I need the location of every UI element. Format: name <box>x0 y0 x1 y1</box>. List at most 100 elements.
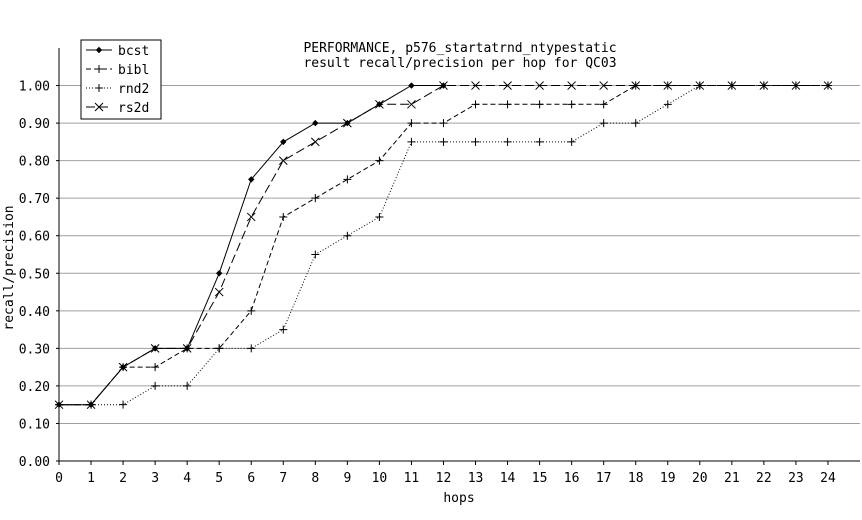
legend-box <box>80 39 162 120</box>
legend-label-bcst: bcst <box>118 44 149 59</box>
legend-marker-bibl <box>95 65 103 73</box>
data-point-rs2d <box>375 99 384 109</box>
legend-label-rs2d: rs2d <box>118 101 149 116</box>
series-bibl <box>55 81 832 409</box>
data-point-rs2d <box>86 400 96 410</box>
x-tick-label: 5 <box>215 471 223 486</box>
data-point-rs2d <box>150 344 160 353</box>
data-point-rs2d <box>310 137 320 147</box>
data-point-rnd2 <box>311 250 320 259</box>
series-layer <box>54 81 833 410</box>
data-point-rnd2 <box>599 119 608 128</box>
data-point-rnd2 <box>631 119 640 128</box>
series-line-bibl <box>59 85 828 406</box>
grid <box>59 85 860 424</box>
legend-marker-rnd2 <box>95 84 103 92</box>
data-point-rs2d <box>663 81 673 90</box>
data-point-bibl <box>375 156 384 165</box>
data-point-rs2d <box>278 156 288 165</box>
axes <box>58 48 860 462</box>
x-tick-label: 22 <box>756 471 772 486</box>
data-point-rnd2 <box>375 212 384 221</box>
data-point-rs2d <box>759 81 769 90</box>
data-point-bibl <box>471 100 480 109</box>
data-point-rs2d <box>503 81 512 90</box>
legend-marker-bcst <box>95 46 103 54</box>
x-tick-label: 3 <box>151 471 159 486</box>
legend-label-bibl: bibl <box>118 63 149 78</box>
data-point-bibl <box>567 100 576 109</box>
x-tick-label: 6 <box>247 471 255 486</box>
chart-title-line-2: result recall/precision per hop for QC03 <box>303 56 616 71</box>
x-tick-label: 10 <box>372 471 388 486</box>
data-point-rs2d <box>214 287 224 297</box>
data-point-rs2d <box>695 81 705 90</box>
y-tick-label: 0.60 <box>19 230 50 245</box>
data-point-rnd2 <box>471 137 480 146</box>
legend: bcst bibl rnd2 rs2d <box>80 39 162 120</box>
data-point-rnd2 <box>439 137 448 146</box>
x-tick-label: 11 <box>404 471 420 486</box>
series-line-rnd2 <box>59 85 828 406</box>
series-bcst <box>55 82 447 408</box>
x-tick-label: 24 <box>820 471 836 486</box>
series-line-bcst <box>59 85 444 406</box>
y-tick-label: 0.00 <box>19 455 50 470</box>
x-tick-label: 16 <box>564 471 580 486</box>
data-point-rs2d <box>727 81 737 90</box>
y-tick-label: 1.00 <box>19 80 50 95</box>
data-point-bibl <box>503 100 512 109</box>
legend-marker-rs2d <box>94 102 104 112</box>
y-axis-label: recall/precision <box>2 205 17 330</box>
legend-label-rnd2: rnd2 <box>118 82 149 97</box>
data-point-rnd2 <box>407 137 416 146</box>
data-point-bibl <box>311 194 320 203</box>
data-point-bibl <box>247 306 256 315</box>
x-tick-label: 15 <box>532 471 548 486</box>
series-rs2d <box>54 81 833 410</box>
data-point-rnd2 <box>663 100 672 109</box>
data-point-bcst <box>312 119 319 127</box>
data-point-rs2d <box>407 99 416 109</box>
y-tick-label: 0.10 <box>19 417 50 432</box>
x-tick-label: 17 <box>596 471 612 486</box>
data-point-rs2d <box>118 362 128 372</box>
data-point-bibl <box>151 363 160 372</box>
data-point-rnd2 <box>535 137 544 146</box>
data-point-bcst <box>248 176 255 183</box>
x-tick-label: 19 <box>660 471 676 486</box>
x-tick-label: 12 <box>436 471 452 486</box>
data-point-rs2d <box>631 81 641 90</box>
x-tick-label: 21 <box>724 471 740 486</box>
x-axis-ticks: 0 1 2 3 4 5 6 7 8 9 10 11 12 13 14 15 16 17 18 19 20 21 22 23 24 <box>55 461 836 486</box>
data-point-rnd2 <box>343 231 352 240</box>
data-point-bcst <box>408 82 415 89</box>
data-point-rs2d <box>535 81 544 90</box>
data-point-rnd2 <box>567 137 576 146</box>
chart-title-line-1: PERFORMANCE, p576_startatrnd_ntypestatic <box>303 41 616 56</box>
series-rnd2 <box>55 81 832 409</box>
x-tick-label: 1 <box>87 471 95 486</box>
x-tick-label: 7 <box>279 471 287 486</box>
x-axis-label: hops <box>443 491 474 506</box>
data-point-rs2d <box>791 81 801 90</box>
x-tick-label: 13 <box>468 471 484 486</box>
data-point-rs2d <box>182 344 192 353</box>
data-point-rnd2 <box>215 344 224 353</box>
x-tick-label: 0 <box>55 471 63 486</box>
data-point-rnd2 <box>119 400 128 409</box>
x-tick-label: 18 <box>628 471 644 486</box>
x-tick-label: 23 <box>788 471 804 486</box>
y-tick-label: 0.40 <box>19 305 50 320</box>
y-tick-label: 0.20 <box>19 380 50 395</box>
data-point-bibl <box>599 100 608 109</box>
data-point-rs2d <box>343 118 352 128</box>
x-tick-label: 4 <box>183 471 191 486</box>
x-tick-label: 2 <box>119 471 127 486</box>
x-tick-label: 20 <box>692 471 708 486</box>
data-point-rnd2 <box>151 381 160 390</box>
y-tick-label: 0.70 <box>19 192 50 207</box>
data-point-rs2d <box>599 81 609 90</box>
x-tick-label: 14 <box>500 471 516 486</box>
